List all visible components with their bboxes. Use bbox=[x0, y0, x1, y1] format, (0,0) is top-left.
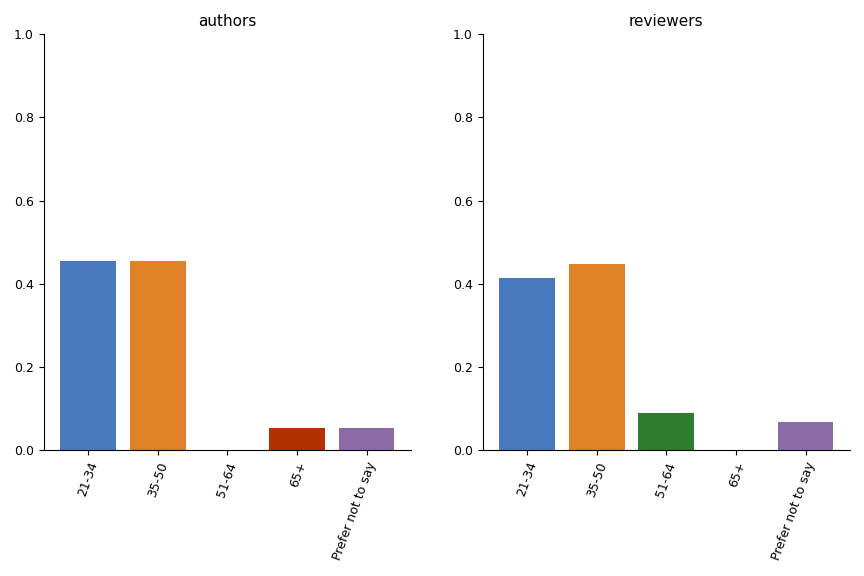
Bar bbox=[339, 428, 395, 450]
Title: reviewers: reviewers bbox=[629, 14, 703, 29]
Bar bbox=[569, 264, 625, 450]
Bar bbox=[60, 262, 116, 450]
Bar bbox=[638, 413, 694, 450]
Bar bbox=[499, 278, 555, 450]
Title: authors: authors bbox=[198, 14, 257, 29]
Bar bbox=[270, 428, 325, 450]
Bar bbox=[130, 262, 186, 450]
Bar bbox=[778, 422, 834, 450]
